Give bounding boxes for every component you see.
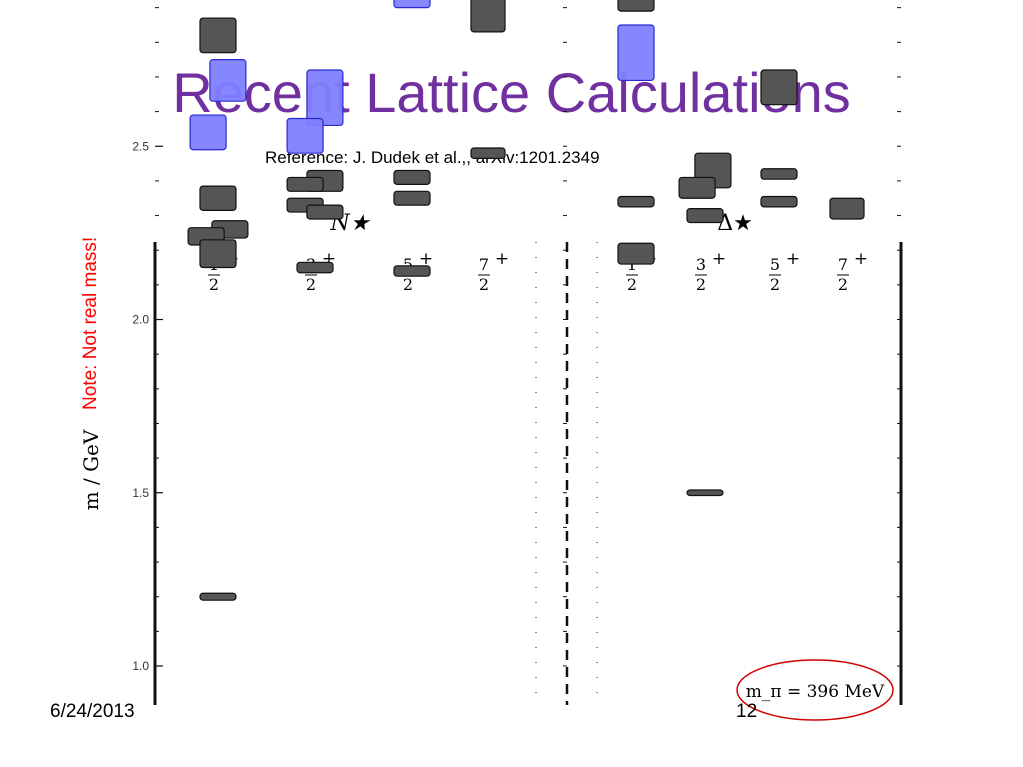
jp-numerator: 5 <box>770 255 780 274</box>
level-blue <box>189 114 227 151</box>
jp-denominator: 2 <box>696 275 706 294</box>
jp-parity: + <box>786 249 800 269</box>
jp-label: 32 + <box>695 249 726 294</box>
level-gray <box>678 176 716 199</box>
level-gray <box>470 147 506 159</box>
jp-parity: + <box>712 249 726 269</box>
jp-denominator: 2 <box>479 275 489 294</box>
jp-numerator: 7 <box>838 255 848 274</box>
y-axis-label: m / GeV <box>79 429 103 510</box>
y-tick-label: 2.0 <box>132 313 149 327</box>
level-gray <box>286 176 324 192</box>
jp-numerator: 3 <box>696 255 706 274</box>
jp-label: 52 + <box>769 249 800 294</box>
footer-page-number: 12 <box>736 701 758 722</box>
level-gray <box>393 265 431 277</box>
level-gray <box>199 17 237 54</box>
jp-parity: + <box>419 249 433 269</box>
jp-denominator: 2 <box>627 275 637 294</box>
level-gray <box>296 261 334 274</box>
level-gray <box>199 239 237 269</box>
pion-mass-annotation: m_π = 396 MeV <box>746 682 885 702</box>
level-gray <box>393 169 431 185</box>
energy-levels <box>187 0 865 601</box>
level-gray <box>760 168 798 180</box>
y-tick-label: 1.0 <box>132 659 149 673</box>
y-axis: 1.01.52.02.53.0 <box>132 7 901 673</box>
jp-label: 72 + <box>837 249 868 294</box>
jp-denominator: 2 <box>209 275 219 294</box>
level-gray <box>199 592 237 601</box>
reference-text: Reference: J. Dudek et al.,, arXiv:1201.… <box>265 148 600 167</box>
level-blue <box>209 59 247 102</box>
level-gray <box>760 69 798 106</box>
level-gray <box>760 195 798 208</box>
jp-numerator: 7 <box>479 255 489 274</box>
highlight-circle <box>736 659 894 721</box>
level-blue <box>306 69 344 127</box>
jp-denominator: 2 <box>770 275 780 294</box>
level-gray <box>617 242 655 265</box>
level-gray <box>617 195 655 208</box>
level-gray <box>686 208 724 224</box>
level-blue <box>617 24 655 82</box>
level-gray <box>199 185 237 211</box>
level-blue <box>393 0 431 9</box>
jp-numerator: 5 <box>403 255 413 274</box>
level-gray <box>393 190 431 206</box>
jp-parity: + <box>495 249 509 269</box>
level-blue <box>286 117 324 154</box>
level-gray <box>686 489 724 497</box>
slide-title: Recent Lattice Calculations <box>172 61 851 124</box>
jp-denominator: 2 <box>403 275 413 294</box>
jp-denominator: 2 <box>306 275 316 294</box>
y-tick-label: 2.5 <box>132 139 149 153</box>
jp-parity: + <box>854 249 868 269</box>
level-gray <box>470 0 506 33</box>
level-gray <box>829 197 865 220</box>
jp-label: 72 + <box>478 249 509 294</box>
y-axis-label-text: m / GeV <box>79 429 103 510</box>
y-tick-label: 1.5 <box>132 486 149 500</box>
level-gray <box>306 204 344 220</box>
level-gray <box>617 0 655 12</box>
jp-denominator: 2 <box>838 275 848 294</box>
footer-date: 6/24/2013 <box>50 701 135 722</box>
